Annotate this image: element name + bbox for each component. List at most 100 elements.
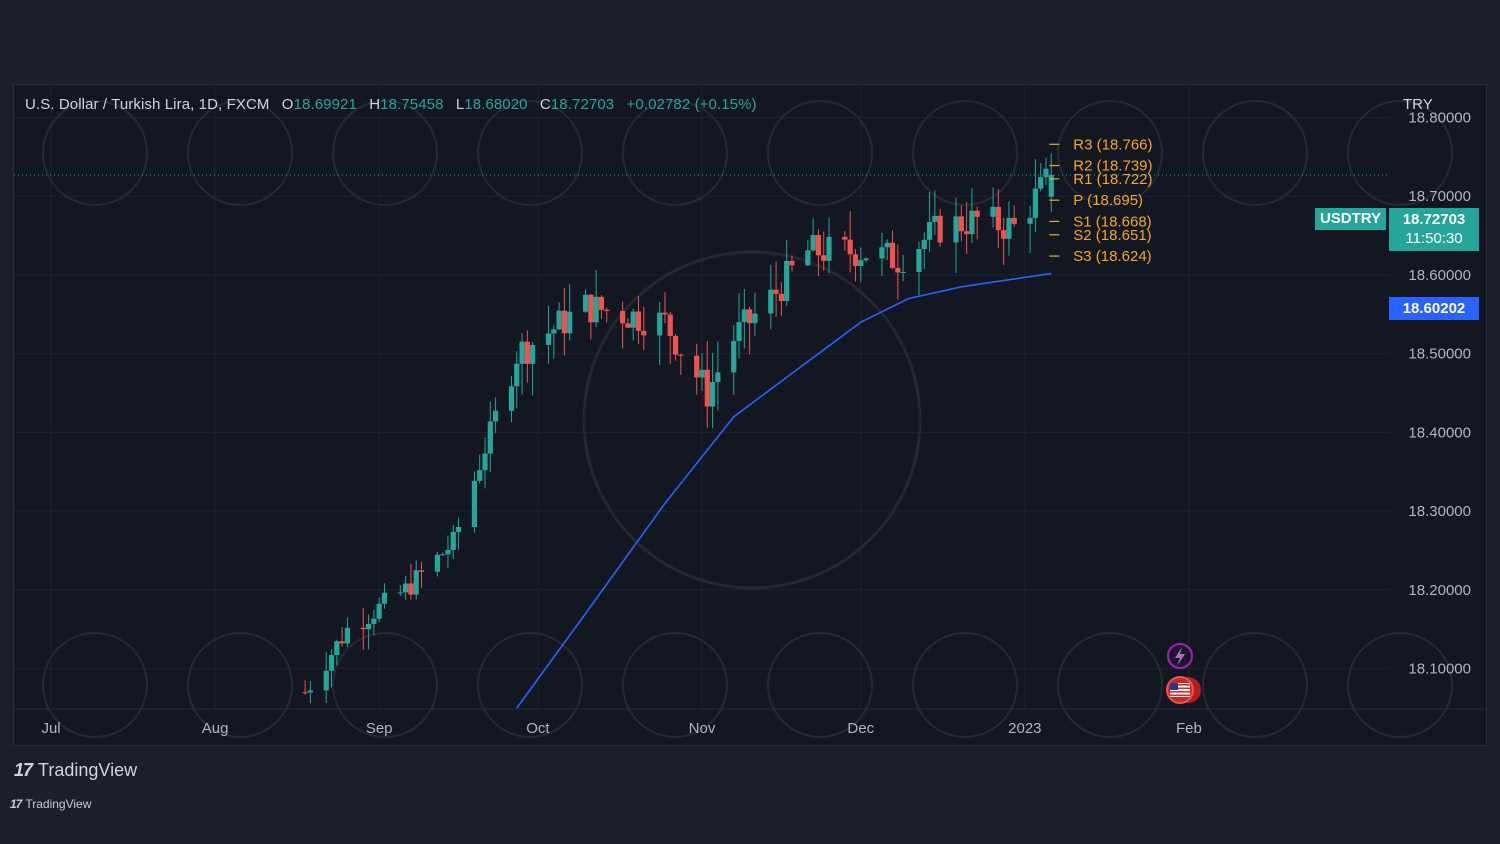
watermark-seal [332,100,438,206]
tradingview-small-logo-text: TradingView [25,797,92,811]
tradingview-logo-icon: 17 [14,760,33,780]
change-value: +0.02782 (+0.15%) [626,96,757,113]
candle-body [667,314,673,337]
candle-body [630,311,636,328]
us-flag-stripe [1170,684,1190,686]
moving-average-price-tag[interactable]: 18.60202 [1389,297,1479,320]
candle-body [408,583,414,595]
candle-body [778,293,784,301]
candle-body [768,289,774,314]
candle-body [852,254,859,267]
candle-body [307,690,313,693]
moving-average-line [516,272,1052,709]
last-price-value: 18.72703 [1402,211,1466,228]
candle-body [323,670,329,691]
candle-body [482,453,488,471]
last-price-tag[interactable]: 18.72703 11:50:30 [1389,208,1479,251]
candle-body [709,382,716,407]
candle-body [413,570,419,595]
candle-body [635,311,642,331]
watermark-seal [622,100,728,206]
pivot-label-r2: R2 (18.739) [1073,158,1152,175]
candle-body [487,421,493,454]
pivot-label-r3: R3 (18.766) [1073,136,1152,153]
y-tick-label: 18.20000 [1408,582,1471,599]
watermark-seal [477,100,583,206]
candle-body [815,235,822,256]
candle-body [969,210,975,235]
candle-body [582,294,589,312]
event-markers[interactable] [1166,643,1201,704]
y-tick-label: 18.60000 [1408,267,1471,284]
grid [14,86,1390,708]
candle-body [842,236,848,240]
candle-body [884,242,890,248]
watermark-seal [332,632,438,738]
candle-body [1001,230,1007,239]
candle-body [620,311,626,324]
candle-body [847,239,853,255]
y-tick-label: 18.50000 [1408,346,1471,363]
candle-body [752,313,758,324]
candlestick-series [302,153,1054,704]
symbol-price-tag[interactable]: USDTRY [1315,208,1386,230]
watermark-seal [767,100,873,206]
candle-body [1027,217,1033,224]
watermark-seal [912,100,1018,206]
bar-countdown: 11:50:30 [1405,230,1463,247]
candle-body [551,329,557,334]
watermark-seal [187,632,293,738]
watermark-seal [767,632,873,738]
candle-body [545,333,552,345]
y-tick-label: 18.70000 [1408,188,1471,205]
watermark-seal [1057,100,1163,206]
candle-body [900,271,906,273]
candle-body-last [1048,174,1054,197]
candle-body [471,480,478,528]
watermark-seal [1347,632,1453,738]
candle-body [958,216,964,232]
candle-body [699,369,705,378]
candle-body [625,323,631,328]
x-tick-label: 2023 [1008,720,1041,737]
candle-body [789,260,795,266]
candle-body [937,215,943,243]
candle-body [344,627,351,644]
symbol-legend: U.S. Dollar / Turkish Lira, 1D, FXCM O18… [25,96,757,113]
candle-body [678,354,684,356]
watermark-seal [1347,100,1453,206]
watermark-seal [187,100,293,206]
tradingview-logo-small[interactable]: 17 TradingView [10,797,91,811]
candle-body [1038,177,1044,189]
watermark-seal [912,632,1018,738]
time-axis[interactable]: Jul Aug Sep Oct Nov Dec 2023 Feb [14,708,1486,737]
candle-body [508,386,515,411]
candle-body [715,372,721,383]
moving-average-series [516,272,1052,709]
candle-body [371,618,377,624]
candle-body [334,641,340,655]
candle-body [773,289,779,294]
candle-body [593,296,599,323]
watermark-seal [1202,632,1308,738]
open-value: 18.69921 [293,96,357,113]
candle-body [514,363,520,387]
pivot-label-p: P (18.695) [1073,192,1143,209]
low-key: L [455,96,465,113]
candle-body [731,340,737,373]
candle-body [328,654,335,671]
price-axis[interactable]: 18.10000 18.20000 18.30000 18.40000 18.50000… [1408,109,1471,677]
tradingview-logo[interactable]: 17 TradingView [14,760,137,781]
candle-body [916,248,922,272]
watermark-seal-large [582,250,922,590]
x-tick-label: Aug [202,720,229,737]
candle-body [784,260,790,301]
tradingview-small-logo-icon: 17 [10,797,22,811]
x-tick-label: Dec [847,720,874,737]
x-tick-label: Sep [366,720,393,737]
candle-body [964,231,970,235]
watermark-seal [622,632,728,738]
candle-body [858,260,864,267]
y-tick-label: 18.80000 [1408,109,1471,126]
